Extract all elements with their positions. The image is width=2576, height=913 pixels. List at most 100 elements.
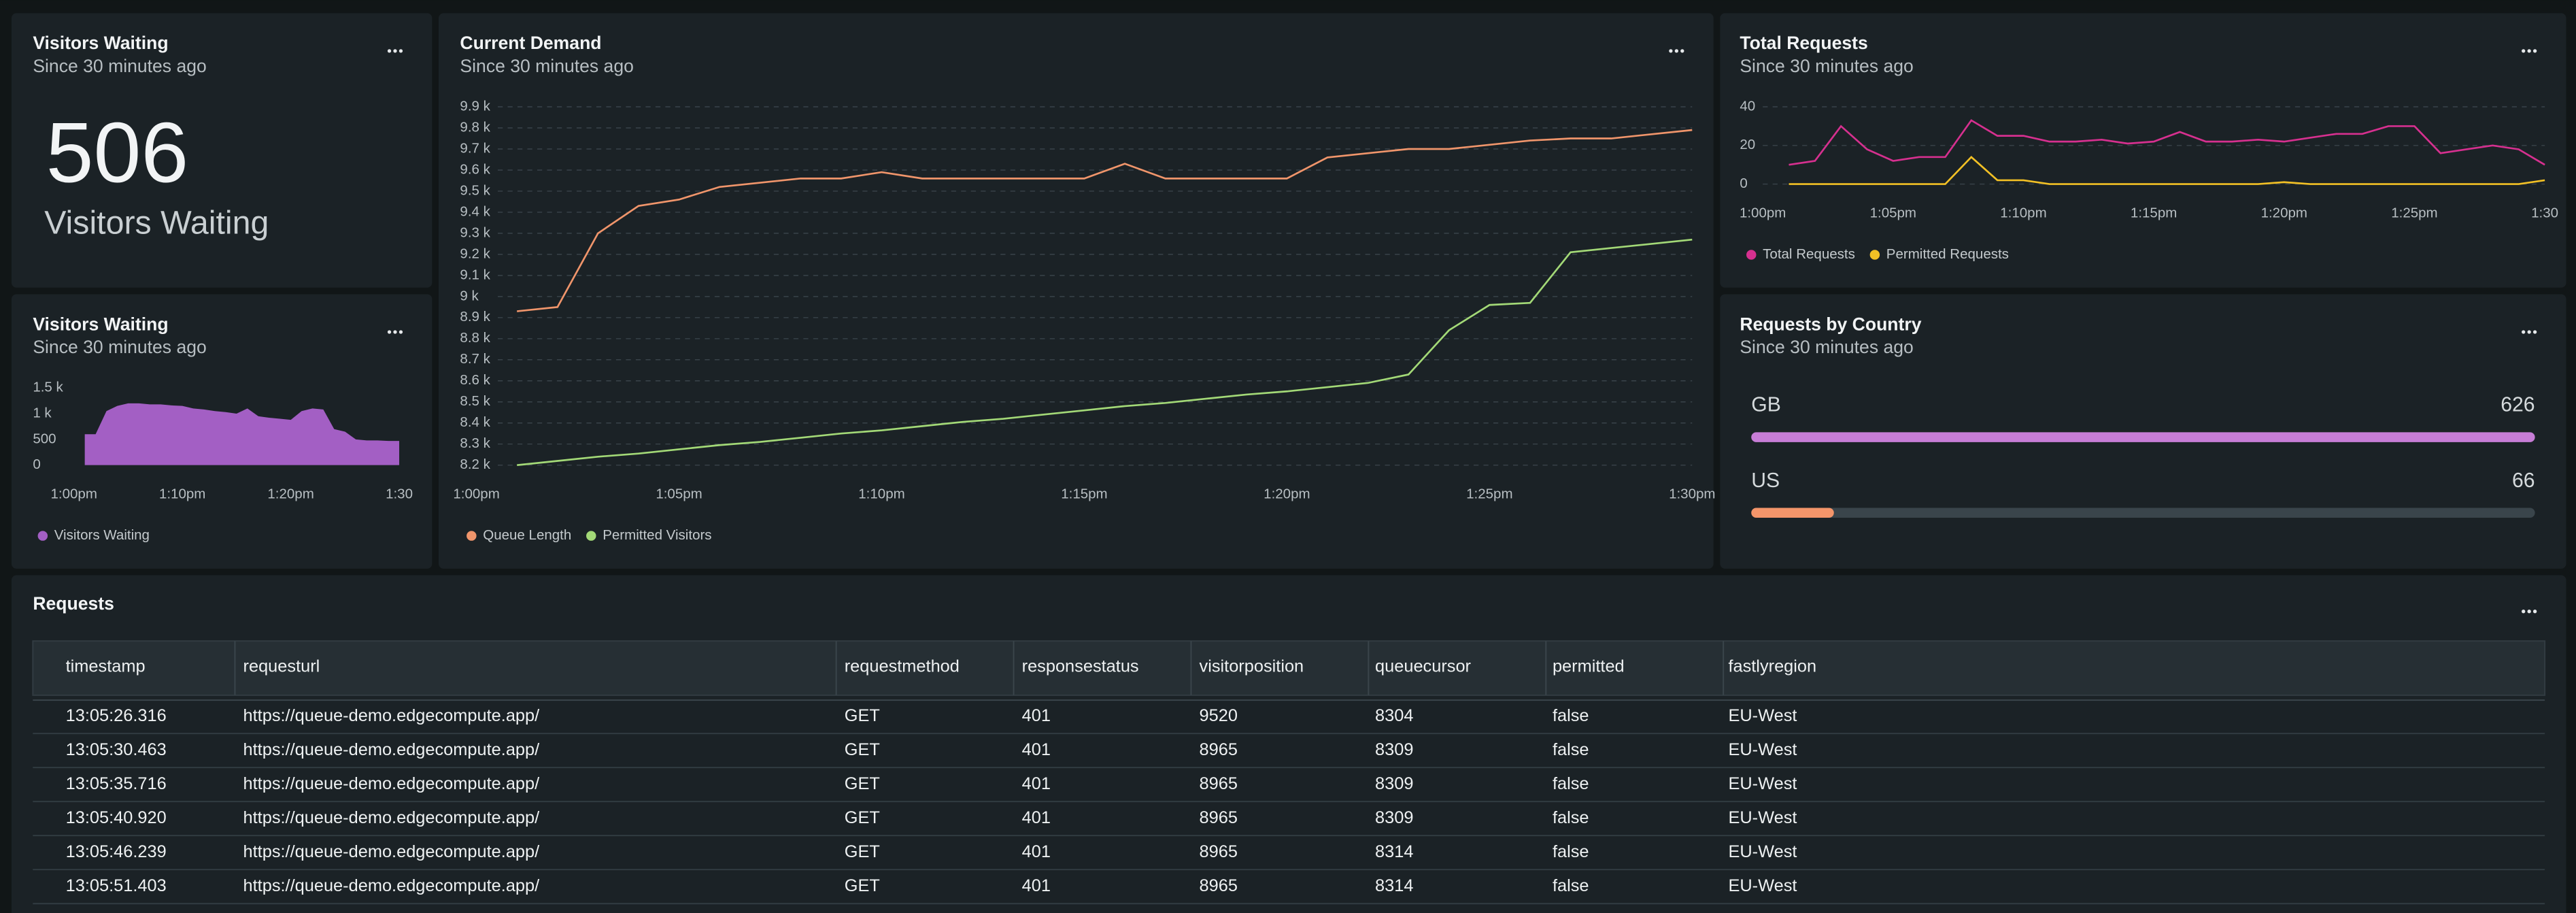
x-tick-label: 1:25pm (2391, 205, 2437, 220)
y-tick-label: 8.5 k (460, 393, 490, 409)
panel-title: Current Demand (460, 33, 601, 53)
panel-title: Requests by Country (1740, 314, 1921, 334)
table-cell: false (1553, 706, 1589, 725)
table-cell: EU-West (1728, 842, 1797, 861)
y-tick-label: 9.5 k (460, 182, 490, 198)
y-tick-label: 500 (33, 431, 56, 446)
table-cell: GET (845, 876, 880, 895)
panel-title: Requests (33, 593, 114, 614)
legend-label: Total Requests (1763, 246, 1855, 262)
y-tick-label: 9.6 k (460, 161, 490, 177)
legend-marker (1869, 250, 1880, 260)
table-cell: 8965 (1200, 842, 1238, 861)
menu-button[interactable] (387, 49, 403, 53)
x-tick-label: 1:20pm (267, 486, 313, 502)
table-cell: 13:05:30.463 (66, 740, 167, 759)
panel-title: Visitors Waiting (33, 314, 168, 334)
panel (439, 13, 1714, 569)
table-cell: false (1553, 740, 1589, 759)
y-tick-label: 1 k (33, 405, 52, 420)
table-cell: EU-West (1728, 706, 1797, 725)
y-tick-label: 8.3 k (460, 435, 490, 451)
panel-title: Total Requests (1740, 33, 1867, 53)
column-header: timestamp (66, 657, 146, 676)
table-cell: 8965 (1200, 808, 1238, 827)
table-cell: EU-West (1728, 774, 1797, 793)
table-cell: 8965 (1200, 876, 1238, 895)
table-cell: 8965 (1200, 774, 1238, 793)
y-tick-label: 8.2 k (460, 456, 490, 472)
column-header: permitted (1553, 657, 1625, 676)
table-header-bg (32, 640, 2546, 696)
y-tick-label: 9.3 k (460, 225, 490, 240)
menu-button[interactable] (2522, 610, 2537, 614)
panel-subtitle: Since 30 minutes ago (33, 337, 206, 357)
panel-subtitle: Since 30 minutes ago (460, 56, 633, 76)
table-cell: 8304 (1375, 706, 1413, 725)
x-tick-label: 1:05pm (656, 486, 702, 502)
y-tick-label: 9.9 k (460, 98, 490, 114)
table-cell: 8314 (1375, 876, 1413, 895)
x-tick-label: 1:20pm (1264, 486, 1310, 502)
y-tick-label: 9.8 k (460, 119, 490, 135)
value-label: 66 (2512, 469, 2535, 492)
menu-button[interactable] (387, 330, 403, 334)
stat-label: Visitors Waiting (44, 205, 269, 242)
y-tick-label: 9.7 k (460, 140, 490, 156)
legend-label: Permitted Requests (1886, 246, 2009, 262)
line (1789, 155, 2545, 185)
table-cell: 13:05:26.316 (66, 706, 167, 725)
x-tick-label: 1:00pm (1740, 205, 1786, 220)
table-cell: https://queue-demo.edgecompute.app/ (243, 842, 541, 861)
column-header: responsestatus (1022, 657, 1139, 676)
x-tick-label: 1:00pm (50, 486, 97, 502)
table-cell: GET (845, 808, 880, 827)
table-cell: 401 (1022, 740, 1051, 759)
y-tick-label: 9.2 k (460, 246, 490, 261)
table-cell: GET (845, 842, 880, 861)
table-cell: EU-West (1728, 740, 1797, 759)
y-tick-label: 9.1 k (460, 267, 490, 282)
panel-subtitle: Since 30 minutes ago (1740, 337, 1913, 357)
panel (1720, 294, 2566, 569)
value-label: 626 (2501, 394, 2535, 416)
category-label: US (1751, 469, 1780, 492)
y-tick-label: 20 (1740, 137, 1755, 152)
legend-marker (467, 531, 477, 541)
y-tick-label: 9 k (460, 288, 479, 303)
bar (1751, 508, 1834, 518)
y-tick-label: 1.5 k (33, 380, 63, 395)
stat-value: 506 (46, 105, 189, 201)
bar-track (1751, 508, 2535, 518)
legend-label: Visitors Waiting (54, 527, 150, 543)
column-header: fastlyregion (1728, 657, 1816, 676)
y-tick-label: 0 (1740, 176, 1747, 191)
panel-subtitle: Since 30 minutes ago (1740, 56, 1913, 76)
table-cell: EU-West (1728, 808, 1797, 827)
x-tick-label: 1:05pm (1870, 205, 1916, 220)
legend-marker (37, 531, 48, 541)
table-cell: 8309 (1375, 774, 1413, 793)
menu-button[interactable] (2522, 330, 2537, 334)
menu-icons (387, 49, 2537, 614)
table-cell: 401 (1022, 706, 1051, 725)
table-cell: GET (845, 740, 880, 759)
table-cell: 401 (1022, 774, 1051, 793)
table-cell: 8309 (1375, 808, 1413, 827)
x-tick-label: 1:10pm (2000, 205, 2046, 220)
table-cell: false (1553, 774, 1589, 793)
line (1789, 119, 2545, 166)
table-cell: https://queue-demo.edgecompute.app/ (243, 808, 541, 827)
x-tick-label: 1:30 (2531, 205, 2558, 220)
x-tick-label: 1:30 (386, 486, 413, 502)
panel-title: Visitors Waiting (33, 33, 168, 53)
column-header: requesturl (243, 657, 320, 676)
table-cell: GET (845, 706, 880, 725)
line (517, 238, 1693, 467)
menu-button[interactable] (2522, 49, 2537, 53)
table-cell: 13:05:40.920 (66, 808, 167, 827)
menu-button[interactable] (1669, 49, 1684, 53)
y-tick-label: 0 (33, 456, 40, 472)
